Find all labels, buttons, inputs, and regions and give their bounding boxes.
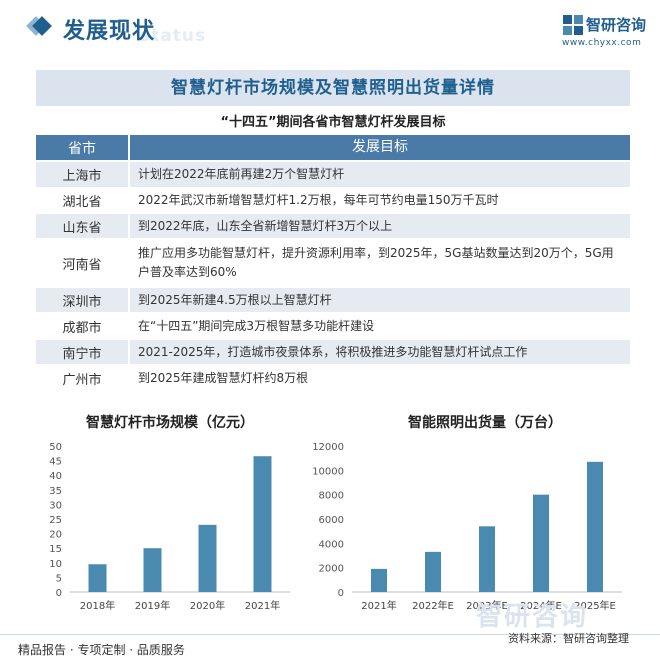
cell-region: 深圳市 bbox=[62, 294, 102, 310]
bar bbox=[533, 494, 549, 592]
cell-region: 成都市 bbox=[62, 320, 102, 336]
cell-region: 上海市 bbox=[62, 169, 102, 184]
cell-goal: 到2022年底，山东全省新增智慧灯杆3万个以上 bbox=[128, 214, 630, 238]
bar bbox=[253, 456, 272, 592]
cell-goal: 2022年武汉市新增智慧灯杆1.2万根，每年可节约电量150万千瓦时 bbox=[128, 189, 630, 212]
cell-goal: 计划在2022年底前再建2万个智慧灯杆 bbox=[128, 162, 630, 187]
y-tick-label: 8000 bbox=[319, 491, 344, 502]
table-title: “十四五”期间各省市智慧灯杆发展目标 bbox=[220, 115, 446, 130]
footer bbox=[0, 632, 660, 664]
cell-goal: 到2025年建成智慧灯杆约8万根 bbox=[128, 366, 630, 390]
bar bbox=[198, 524, 217, 592]
table-row: 山东省 到2022年底，山东全省新增智慧灯杆3万个以上 bbox=[36, 214, 630, 240]
y-tick-label: 15 bbox=[49, 544, 62, 555]
table-row: 广州市 到2025年建成智慧灯杆约8万根 bbox=[36, 366, 630, 392]
y-tick-label: 10000 bbox=[312, 466, 344, 477]
chart1-title: 智慧灯杆市场规模（亿元） bbox=[86, 415, 254, 431]
bar bbox=[479, 526, 495, 592]
cell-region: 河南省 bbox=[62, 257, 102, 273]
brand-url: www.chyxx.com bbox=[562, 38, 642, 48]
y-tick-label: 0 bbox=[338, 588, 344, 599]
y-tick-label: 35 bbox=[49, 486, 62, 497]
header-goal: 发展目标 bbox=[128, 135, 630, 160]
y-tick-label: 6000 bbox=[319, 515, 344, 526]
y-tick-label: 25 bbox=[49, 515, 62, 526]
lighting-shipment-chart: 0 2000 4000 6000 8000 10000 12000 2021年 2022年E 20… bbox=[312, 442, 622, 612]
x-tick-label: 2022年E bbox=[412, 599, 454, 612]
page-title: 发展现状 bbox=[63, 19, 156, 44]
table-row: 湖北省 2022年武汉市新增智慧灯杆1.2万根，每年可节约电量150万千瓦时 bbox=[36, 189, 630, 214]
x-tick-label: 2024年E bbox=[520, 599, 562, 612]
market-size-chart: 0 5 10 15 20 25 30 35 40 45 50 2018年 2019年 2020年 2021年 bbox=[49, 442, 290, 612]
cell-region: 南宁市 bbox=[62, 346, 102, 362]
cell-goal: 推广应用多功能智慧灯杆，提升资源利用率，到2025年，5G基站数量达到20万个，… bbox=[128, 240, 630, 286]
chart2-title: 智能照明出货量（万台） bbox=[408, 415, 562, 431]
y-tick-label: 2000 bbox=[319, 564, 344, 575]
table-row: 南宁市 2021-2025年，打造城市夜景体系，将积极推进多功能智慧灯杆试点工作 bbox=[36, 340, 630, 366]
y-tick-label: 40 bbox=[49, 471, 62, 482]
cell-goal: 在“十四五”期间完成3万根智慧多功能杆建设 bbox=[128, 314, 630, 338]
brand-logo-icon bbox=[563, 15, 583, 35]
section-banner: 智慧灯杆市场规模及智慧照明出货量详情 bbox=[36, 70, 630, 106]
bar bbox=[425, 551, 441, 592]
y-tick-label: 5 bbox=[56, 573, 62, 584]
x-tick-label: 2023年E bbox=[466, 599, 508, 612]
footer-divider bbox=[0, 634, 660, 635]
brand-name: 智研咨询 bbox=[586, 16, 647, 34]
footer-watermark: 智研咨询 bbox=[476, 602, 589, 632]
y-tick-label: 12000 bbox=[312, 442, 344, 453]
goals-table: 省市 发展目标 上海市 计划在2022年底前再建2万个智慧灯杆 湖北省 2022… bbox=[36, 135, 630, 392]
bar bbox=[587, 461, 603, 592]
x-tick-label: 2021年 bbox=[245, 599, 280, 612]
cell-region: 山东省 bbox=[62, 220, 102, 236]
table-header-row: 省市 发展目标 bbox=[36, 135, 630, 162]
x-tick-label: 2018年 bbox=[80, 599, 115, 612]
y-tick-label: 10 bbox=[49, 559, 62, 570]
y-tick-label: 20 bbox=[49, 530, 62, 541]
cell-region: 湖北省 bbox=[62, 195, 102, 210]
y-tick-label: 45 bbox=[49, 457, 62, 468]
x-tick-label: 2019年 bbox=[135, 599, 170, 612]
y-tick-label: 0 bbox=[56, 588, 62, 599]
cell-region: 广州市 bbox=[62, 372, 102, 388]
table-row: 上海市 计划在2022年底前再建2万个智慧灯杆 bbox=[36, 162, 630, 189]
table-row: 成都市 在“十四五”期间完成3万根智慧多功能杆建设 bbox=[36, 314, 630, 340]
bar bbox=[371, 568, 387, 592]
table-row: 河南省 推广应用多功能智慧灯杆，提升资源利用率，到2025年，5G基站数量达到2… bbox=[36, 240, 630, 288]
banner-title: 智慧灯杆市场规模及智慧照明出货量详情 bbox=[171, 78, 495, 98]
x-tick-label: 2021年 bbox=[361, 599, 396, 612]
y-tick-label: 50 bbox=[49, 442, 62, 453]
diamond-icon bbox=[26, 16, 52, 36]
y-tick-label: 30 bbox=[49, 500, 62, 511]
cell-goal: 到2025年新建4.5万根以上智慧灯杆 bbox=[128, 288, 630, 312]
x-tick-label: 2020年 bbox=[190, 599, 225, 612]
x-tick-label: 2025年E bbox=[574, 599, 616, 612]
y-tick-label: 4000 bbox=[319, 539, 344, 550]
header-watermark-text: status bbox=[140, 26, 207, 46]
footer-slogan: 精品报告 · 专项定制 · 品质服务 bbox=[18, 643, 185, 657]
header-region: 省市 bbox=[68, 140, 96, 157]
bar bbox=[88, 564, 107, 592]
bar bbox=[143, 548, 162, 592]
source-note: 资料来源：智研咨询整理 bbox=[508, 632, 629, 645]
cell-goal: 2021-2025年，打造城市夜景体系，将积极推进多功能智慧灯杆试点工作 bbox=[128, 340, 630, 364]
table-row: 深圳市 到2025年新建4.5万根以上智慧灯杆 bbox=[36, 288, 630, 314]
header: status 发展现状 智研咨询 www.chyxx.com bbox=[0, 0, 660, 58]
